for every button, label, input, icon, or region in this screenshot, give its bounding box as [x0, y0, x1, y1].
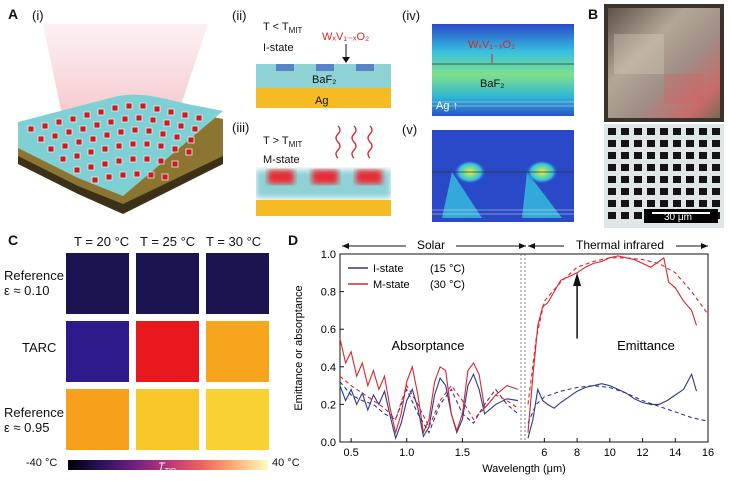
thermal-cell-r1-c0: [66, 321, 129, 382]
colorbar: [68, 460, 268, 470]
sample-photo: [604, 4, 724, 122]
x-tick-label: 0.5: [343, 447, 358, 459]
i-state-label: I-state: [263, 42, 294, 54]
v-field-simulation: [432, 130, 574, 222]
x-axis-label: Wavelength (μm): [482, 463, 566, 475]
row-label-tarc: TARC: [22, 340, 57, 355]
y-tick-label: 0.4: [321, 362, 336, 374]
solar-label: Solar: [417, 238, 445, 252]
series-line-4: [527, 372, 698, 439]
thermal-cell-r0-c1: [136, 253, 199, 314]
absorptance-annotation: Absorptance: [392, 338, 465, 353]
iv-field-simulation: [432, 24, 574, 116]
condition-high-temp: T > TMIT: [263, 135, 303, 150]
panel-a-iv-label: (iv): [402, 8, 421, 23]
thermal-wave-icon: [335, 125, 341, 159]
panel-a-letter: A: [8, 6, 19, 22]
colorbar-max: 40 °C: [272, 457, 300, 469]
colorbar-label: TTIR: [158, 461, 177, 476]
panel-a-i-label: (i): [32, 8, 44, 23]
panel-a-ii-label: (ii): [232, 8, 247, 23]
thermal-cell-r2-c2: [206, 389, 269, 450]
sem-micrograph: [604, 124, 724, 228]
scale-bar-label: 30 μm: [664, 212, 692, 223]
thermal-wave-icon: [351, 125, 357, 159]
temp-label-30: T = 30 °C: [206, 234, 262, 249]
y-tick-label: 0.0: [321, 437, 336, 449]
i-state-cross-section: [256, 44, 391, 108]
sim-wvo2-label: WₓV₁₋ₓO₂: [468, 39, 516, 51]
baf2-label: BaF₂: [312, 74, 337, 86]
wvo2-formula: WₓV₁₋ₓO₂: [322, 31, 370, 43]
series-line-1: [339, 338, 519, 435]
sim-baf2-label: BaF₂: [480, 78, 505, 90]
sim-ag-label: Ag ↑: [436, 100, 459, 112]
panel-c-letter: C: [8, 232, 19, 248]
legend-note: (30 °C): [430, 279, 465, 291]
series-line-0: [339, 372, 519, 441]
thermal-cell-r2-c1: [136, 389, 199, 450]
condition-low-temp: T < TMIT: [263, 21, 303, 36]
thermal-cell-r1-c1: [136, 321, 199, 382]
legend-note: (15 °C): [430, 263, 465, 275]
row-label-reference-high: Reference ε ≈ 0.95: [4, 405, 64, 435]
x-tick-label: 12: [636, 447, 648, 459]
colorbar-min: -40 °C: [26, 457, 58, 469]
panel-a-iii-label: (iii): [232, 120, 250, 135]
m-state-label: M-state: [263, 154, 300, 166]
x-tick-label: 16: [702, 447, 714, 459]
x-tick-label: 1.5: [455, 447, 470, 459]
thermal-infrared-label: Thermal infrared: [576, 238, 664, 252]
x-tick-label: 8: [574, 447, 580, 459]
x-tick-label: 1.0: [399, 447, 414, 459]
x-tick-label: 10: [604, 447, 616, 459]
thermal-cell-r0-c2: [206, 253, 269, 314]
plot-frame: [339, 253, 709, 443]
y-tick-label: 0.6: [321, 324, 336, 336]
series-line-6: [527, 385, 709, 424]
y-axis-label: Emittance or absorptance: [293, 285, 305, 410]
series-line-3: [339, 375, 519, 429]
panel-a-3d-illustration: [18, 24, 223, 214]
legend-label: I-state: [373, 263, 404, 275]
panel-a-v-label: (v): [402, 122, 418, 137]
y-tick-label: 0.2: [321, 399, 336, 411]
ag-label: Ag: [315, 95, 329, 107]
temp-label-20: T = 20 °C: [74, 234, 130, 249]
x-tick-label: 14: [669, 447, 681, 459]
metasurface-squares: [27, 102, 203, 184]
thermal-wave-icon: [367, 125, 373, 159]
thermal-cell-r2-c0: [66, 389, 129, 450]
panel-b-letter: B: [588, 6, 599, 22]
panel-d-letter: D: [288, 232, 299, 248]
y-tick-label: 0.8: [321, 287, 336, 299]
row-label-reference-low: Reference ε ≈ 0.10: [4, 268, 64, 298]
thermal-cell-r1-c2: [206, 321, 269, 382]
temp-label-25: T = 25 °C: [140, 234, 196, 249]
thermal-image-grid: [66, 253, 270, 453]
thermal-cell-r0-c0: [66, 253, 129, 314]
y-tick-label: 1.0: [321, 249, 336, 261]
m-state-cross-section: [256, 125, 391, 216]
legend-label: M-state: [373, 279, 410, 291]
series-line-2: [339, 381, 519, 434]
spectrum-chart: 0.0 0.2 0.4 0.6 0.8 1.0 0.5 1.0 1.5 6 8 10 12 14 16 Wav…: [293, 236, 714, 475]
series-line-7: [527, 257, 709, 405]
x-tick-label: 6: [541, 447, 547, 459]
emittance-annotation: Emittance: [617, 338, 675, 353]
